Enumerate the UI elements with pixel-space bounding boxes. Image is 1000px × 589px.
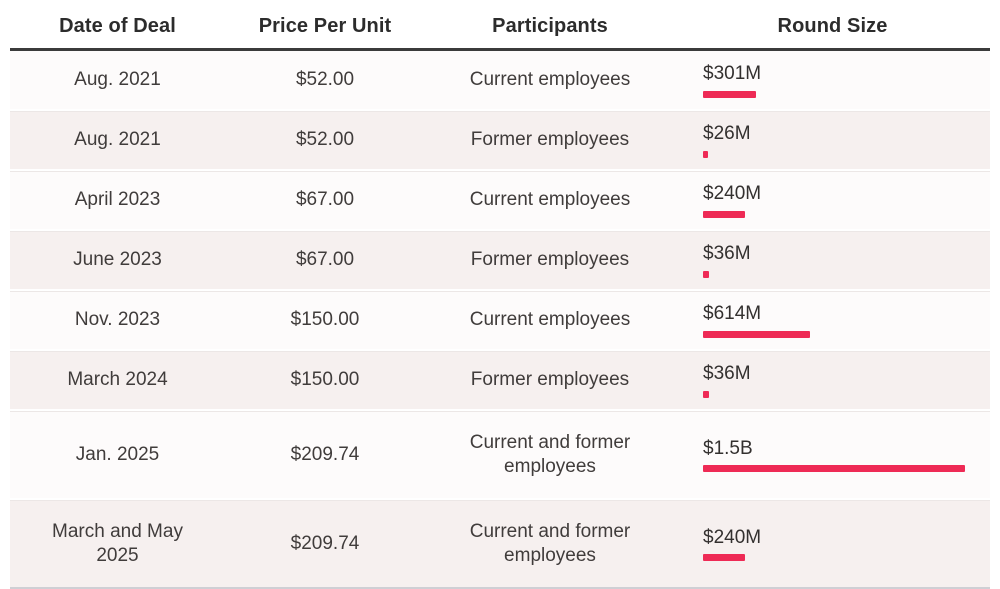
table-row: Aug. 2021 $52.00 Former employees $26M — [10, 109, 990, 169]
participants-text: Current and former employees — [469, 520, 631, 566]
table-row: March 2024 $150.00 Former employees $36M — [10, 349, 990, 409]
header-date-of-deal: Date of Deal — [59, 15, 176, 37]
participants-cell: Current employees — [425, 308, 675, 332]
header-participants: Participants — [492, 15, 608, 37]
date-of-deal-text: March 2024 — [67, 369, 168, 391]
participants-text: Former employees — [470, 129, 630, 151]
round-size-cell: $240M — [675, 526, 990, 562]
header-price-per-unit: Price Per Unit — [258, 15, 392, 37]
participants-cell: Current employees — [425, 68, 675, 92]
round-size-bar — [703, 210, 745, 218]
round-size-cell: $240M — [675, 182, 990, 218]
participants-cell: Former employees — [425, 128, 675, 152]
round-size-bar — [703, 465, 965, 473]
round-size-value: $26M — [703, 123, 751, 145]
round-size-value: $301M — [703, 63, 762, 85]
round-size-value: $36M — [703, 243, 751, 265]
table-row: Nov. 2023 $150.00 Current employees $614… — [10, 289, 990, 349]
participants-text: Current employees — [469, 69, 631, 91]
price-per-unit-cell: $209.74 — [225, 443, 425, 467]
round-size-value: $240M — [703, 183, 762, 205]
table-header-row: Date of Deal Price Per Unit Participants… — [10, 6, 990, 51]
price-per-unit-cell: $150.00 — [225, 308, 425, 332]
round-size-bar — [703, 270, 709, 278]
price-per-unit-cell: $150.00 — [225, 368, 425, 392]
price-per-unit-text: $52.00 — [295, 69, 355, 91]
price-per-unit-text: $150.00 — [290, 369, 360, 391]
price-per-unit-cell: $209.74 — [225, 532, 425, 556]
participants-text: Former employees — [470, 369, 630, 391]
table-row: Aug. 2021 $52.00 Current employees $301M — [10, 51, 990, 109]
date-of-deal-text: April 2023 — [74, 189, 161, 211]
price-per-unit-text: $209.74 — [290, 532, 360, 554]
date-of-deal-text: Aug. 2021 — [74, 129, 161, 151]
round-size-bar — [703, 554, 745, 562]
price-per-unit-text: $67.00 — [295, 249, 355, 271]
date-of-deal-text: Aug. 2021 — [74, 69, 161, 91]
date-of-deal-cell: March and May 2025 — [10, 520, 225, 568]
round-size-cell: $36M — [675, 362, 990, 398]
participants-text: Current employees — [469, 309, 631, 331]
date-of-deal-text: Jan. 2025 — [75, 443, 160, 465]
participants-text: Current and former employees — [469, 431, 631, 477]
date-of-deal-cell: Nov. 2023 — [10, 308, 225, 332]
participants-cell: Current and former employees — [425, 520, 675, 568]
date-of-deal-text: June 2023 — [73, 249, 162, 271]
price-per-unit-cell: $52.00 — [225, 68, 425, 92]
round-size-cell: $301M — [675, 62, 990, 98]
table-row: June 2023 $67.00 Former employees $36M — [10, 229, 990, 289]
participants-cell: Former employees — [425, 248, 675, 272]
header-round-size: Round Size — [777, 15, 888, 37]
round-size-cell: $26M — [675, 122, 990, 158]
date-of-deal-cell: June 2023 — [10, 248, 225, 272]
round-size-bar — [703, 330, 810, 338]
round-size-cell: $614M — [675, 302, 990, 338]
participants-cell: Current employees — [425, 188, 675, 212]
date-of-deal-cell: April 2023 — [10, 188, 225, 212]
round-size-cell: $1.5B — [675, 437, 990, 473]
round-size-bar — [703, 390, 709, 398]
date-of-deal-text: March and May 2025 — [52, 520, 183, 566]
price-per-unit-cell: $67.00 — [225, 248, 425, 272]
date-of-deal-cell: March 2024 — [10, 368, 225, 392]
date-of-deal-cell: Jan. 2025 — [10, 443, 225, 467]
participants-text: Former employees — [470, 249, 630, 271]
table-row: Jan. 2025 $209.74 Current and former emp… — [10, 409, 990, 498]
table-body: Aug. 2021 $52.00 Current employees $301M… — [10, 51, 990, 587]
round-size-value: $36M — [703, 363, 751, 385]
price-per-unit-cell: $67.00 — [225, 188, 425, 212]
date-of-deal-cell: Aug. 2021 — [10, 128, 225, 152]
date-of-deal-cell: Aug. 2021 — [10, 68, 225, 92]
round-size-bar — [703, 150, 708, 158]
round-size-value: $1.5B — [703, 437, 753, 459]
participants-cell: Current and former employees — [425, 431, 675, 479]
participants-text: Current employees — [469, 189, 631, 211]
date-of-deal-text: Nov. 2023 — [74, 309, 161, 331]
participants-cell: Former employees — [425, 368, 675, 392]
price-per-unit-cell: $52.00 — [225, 128, 425, 152]
round-size-value: $614M — [703, 303, 762, 325]
table-row: March and May 2025 $209.74 Current and f… — [10, 498, 990, 587]
deal-history-table: Date of Deal Price Per Unit Participants… — [10, 6, 990, 589]
round-size-bar — [703, 90, 756, 98]
price-per-unit-text: $52.00 — [295, 129, 355, 151]
price-per-unit-text: $150.00 — [290, 309, 360, 331]
table-row: April 2023 $67.00 Current employees $240… — [10, 169, 990, 229]
round-size-cell: $36M — [675, 242, 990, 278]
round-size-value: $240M — [703, 526, 762, 548]
price-per-unit-text: $209.74 — [290, 443, 360, 465]
price-per-unit-text: $67.00 — [295, 189, 355, 211]
